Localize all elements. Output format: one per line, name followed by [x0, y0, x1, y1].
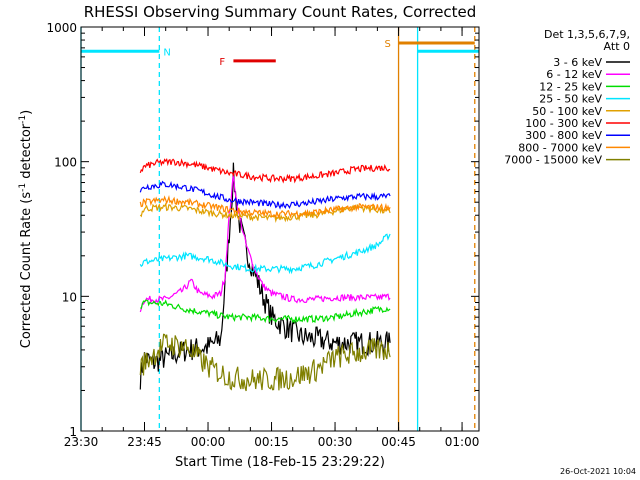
legend-label-3: 25 - 50 keV — [539, 93, 602, 106]
x-tick-label-6: 01:00 — [445, 435, 480, 449]
legend-label-4: 50 - 100 keV — [532, 105, 602, 118]
y-axis-label-sup2: -1 — [18, 115, 28, 124]
x-tick-label-2: 00:00 — [191, 435, 226, 449]
x-axis: 23:30 23:45 00:00 00:15 00:30 00:45 01:00 — [64, 27, 480, 449]
series-5 — [139, 158, 391, 184]
flare-bar-label: F — [219, 57, 225, 68]
y-axis-label-end: ) — [19, 110, 34, 115]
plot-frame — [80, 26, 480, 432]
x-tick-label-0: 23:30 — [64, 435, 99, 449]
y-axis-label-sup1: -1 — [18, 183, 28, 192]
y-axis-label: Corrected Count Rate (s-1 detector-1) — [18, 110, 34, 348]
y-tick-label-0: 1 — [69, 425, 77, 439]
legend-label-2: 12 - 25 keV — [539, 80, 602, 93]
y-axis-label-mid: detector — [19, 123, 34, 183]
legend-label-8: 7000 - 15000 keV — [504, 154, 602, 167]
chart-title: RHESSI Observing Summary Count Rates, Co… — [84, 3, 477, 21]
series-8 — [139, 333, 391, 392]
night-bar-0-label: N — [163, 47, 170, 58]
timestamp: 26-Oct-2021 10:04 — [560, 467, 636, 476]
series-3 — [139, 233, 391, 275]
x-tick-label-5: 00:45 — [381, 435, 416, 449]
y-axis-label-main: Corrected Count Rate (s — [19, 192, 34, 349]
legend-label-1: 6 - 12 keV — [546, 68, 602, 81]
x-tick-label-3: 00:15 — [254, 435, 289, 449]
y-tick-label-1: 10 — [62, 290, 77, 304]
x-axis-label: Start Time (18-Feb-15 23:29:22) — [175, 455, 385, 470]
saa-bar-label: S — [385, 39, 391, 50]
series-7 — [139, 194, 391, 219]
legend-label-6: 300 - 800 keV — [525, 129, 602, 142]
y-axis: 1 10 100 1000 — [46, 21, 479, 439]
series-6 — [139, 180, 391, 210]
x-tick-label-4: 00:30 — [318, 435, 353, 449]
x-tick-label-1: 23:45 — [127, 435, 162, 449]
legend-header-0: Det 1,3,5,6,7,9, — [544, 28, 630, 41]
series-2 — [140, 299, 391, 324]
legend-header-1: Att 0 — [604, 40, 630, 53]
series-1 — [139, 174, 391, 313]
legend-label-5: 100 - 300 keV — [525, 117, 602, 130]
legend-label-7: 800 - 7000 keV — [518, 141, 602, 154]
legend-label-0: 3 - 6 keV — [553, 56, 602, 69]
series-layer — [139, 158, 391, 392]
y-tick-label-3: 1000 — [46, 21, 77, 35]
y-tick-label-2: 100 — [54, 156, 77, 170]
